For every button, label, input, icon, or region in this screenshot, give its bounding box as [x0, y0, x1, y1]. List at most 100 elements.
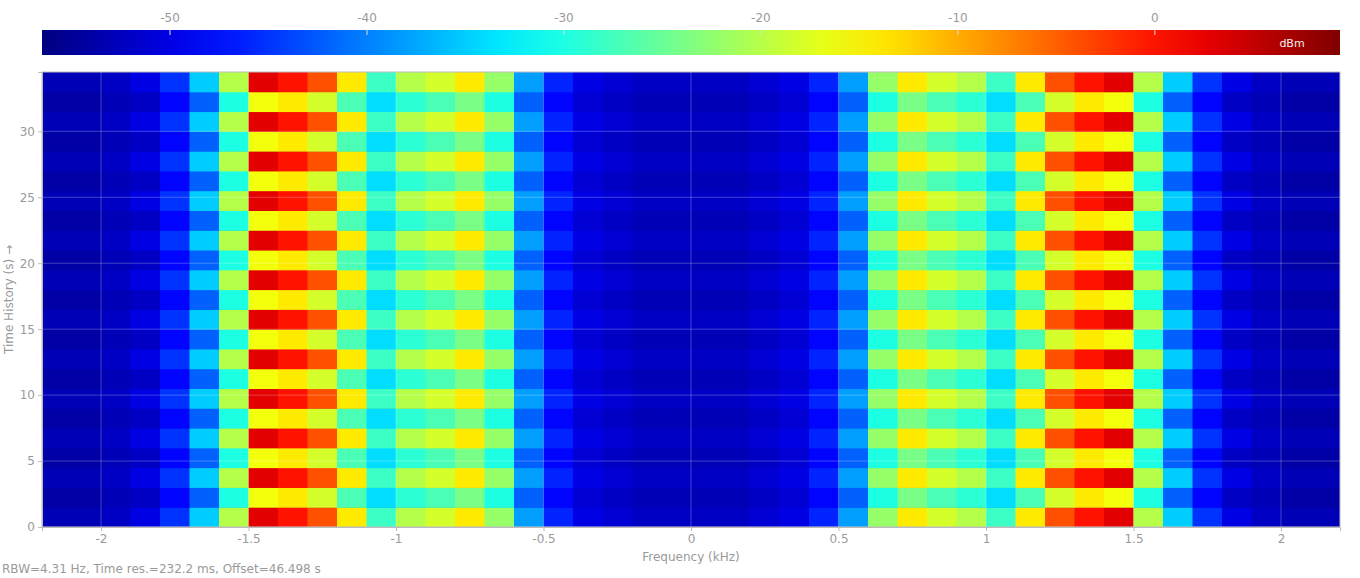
cell	[1016, 448, 1046, 468]
cell	[632, 112, 662, 132]
cell	[72, 329, 102, 349]
cell	[839, 428, 869, 448]
cell	[1016, 369, 1046, 389]
cell	[219, 408, 249, 428]
cell	[721, 230, 751, 250]
tick-mark	[38, 197, 42, 198]
tick-label: -0.5	[532, 532, 555, 546]
cell	[190, 329, 220, 349]
cell	[1193, 151, 1223, 171]
cell	[72, 428, 102, 448]
cell	[308, 290, 338, 310]
cell	[190, 349, 220, 369]
cell	[839, 309, 869, 329]
cell	[1016, 250, 1046, 270]
cell	[1104, 250, 1134, 270]
cell	[337, 210, 367, 230]
cell	[160, 290, 190, 310]
cell	[691, 389, 721, 409]
cell	[868, 448, 898, 468]
cell	[839, 171, 869, 191]
cell	[514, 389, 544, 409]
cell	[868, 92, 898, 112]
cell	[780, 309, 810, 329]
cell	[544, 171, 574, 191]
cell	[1281, 171, 1311, 191]
cell	[455, 468, 485, 488]
cell	[1311, 408, 1341, 428]
cell	[721, 151, 751, 171]
cell	[780, 507, 810, 527]
cell	[603, 507, 633, 527]
cell	[278, 151, 308, 171]
cell	[455, 191, 485, 211]
cell	[367, 389, 397, 409]
cell	[750, 389, 780, 409]
cell	[190, 487, 220, 507]
cell	[455, 507, 485, 527]
cell	[160, 507, 190, 527]
cell	[1016, 191, 1046, 211]
cell	[780, 112, 810, 132]
cell	[160, 389, 190, 409]
cell	[573, 191, 603, 211]
cell	[278, 349, 308, 369]
tick-mark	[38, 395, 42, 396]
cell	[219, 230, 249, 250]
cell	[927, 250, 957, 270]
cell	[986, 290, 1016, 310]
cell	[603, 270, 633, 290]
cell	[131, 468, 161, 488]
cell	[1075, 329, 1105, 349]
cell	[396, 72, 426, 92]
cell	[72, 191, 102, 211]
cell	[160, 191, 190, 211]
cell	[308, 487, 338, 507]
cell	[337, 468, 367, 488]
cell	[868, 270, 898, 290]
cell	[927, 369, 957, 389]
cell	[396, 210, 426, 230]
cell	[1222, 92, 1252, 112]
cell	[750, 487, 780, 507]
cell	[573, 468, 603, 488]
grid-line	[42, 263, 1340, 264]
cell	[101, 468, 131, 488]
cell	[957, 92, 987, 112]
cell	[72, 369, 102, 389]
cell	[1222, 428, 1252, 448]
cell	[308, 507, 338, 527]
cell	[544, 408, 574, 428]
cell	[367, 112, 397, 132]
cell	[691, 290, 721, 310]
cell	[131, 448, 161, 468]
cell	[337, 270, 367, 290]
cell	[131, 210, 161, 230]
cell	[249, 290, 279, 310]
tick-label: 0	[688, 532, 696, 546]
cell	[603, 210, 633, 230]
cell	[544, 92, 574, 112]
cell	[72, 408, 102, 428]
cell	[780, 151, 810, 171]
cell	[898, 72, 928, 92]
cell	[809, 171, 839, 191]
cell	[957, 507, 987, 527]
cell	[1075, 309, 1105, 329]
cell	[839, 349, 869, 369]
cell	[1016, 389, 1046, 409]
cell	[1252, 92, 1282, 112]
cell	[219, 329, 249, 349]
cell	[367, 270, 397, 290]
cell	[957, 468, 987, 488]
cell	[190, 210, 220, 230]
cell	[1163, 250, 1193, 270]
cell	[927, 112, 957, 132]
cell	[1134, 191, 1164, 211]
cell	[337, 487, 367, 507]
cell	[72, 448, 102, 468]
cell	[809, 329, 839, 349]
cell	[691, 92, 721, 112]
cell	[632, 468, 662, 488]
cell	[485, 290, 515, 310]
